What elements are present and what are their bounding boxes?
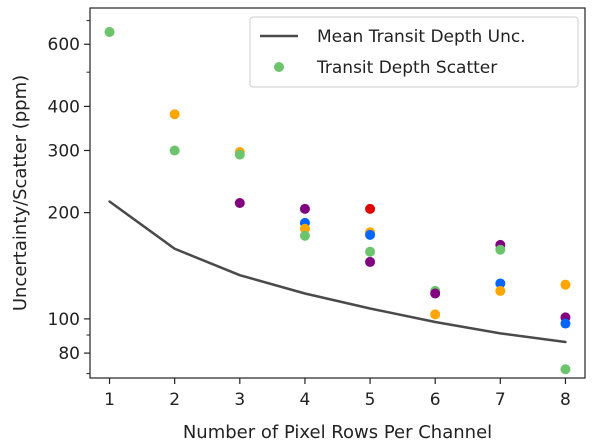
data-point [365,203,376,214]
y-tick-label: 600 [48,35,80,55]
plot-area [104,26,571,375]
x-tick-label: 1 [104,390,115,410]
y-tick-label: 400 [48,97,80,117]
y-tick-label: 300 [48,141,80,161]
x-tick-label: 7 [495,390,506,410]
data-point [104,26,115,37]
y-axis: 80 100 200 300 400 600 [48,20,90,375]
series-line-mean-transit-depth-unc [108,200,567,344]
data-point [234,149,245,160]
data-point [560,364,571,375]
y-tick-label: 80 [58,344,80,364]
data-point [560,279,571,290]
data-point [365,229,376,240]
data-point [365,256,376,267]
data-point [560,318,571,329]
data-point [234,197,245,208]
x-axis: 1 2 3 4 5 6 7 8 [104,378,571,410]
data-point [430,288,441,299]
legend-point-marker [274,62,284,72]
data-point [495,244,506,255]
x-axis-label: Number of Pixel Rows Per Channel [183,422,492,443]
x-tick-label: 2 [169,390,180,410]
data-point [299,203,310,214]
y-axis-label: Uncertainty/Scatter (ppm) [10,75,31,311]
x-tick-label: 5 [365,390,376,410]
data-point [169,145,180,156]
legend-box [249,16,579,88]
legend-label-scatter: Transit Depth Scatter [316,58,497,78]
data-point [365,246,376,257]
y-tick-label: 100 [48,310,80,330]
x-tick-label: 4 [300,390,311,410]
x-tick-label: 6 [430,390,441,410]
data-point [495,278,506,289]
legend: Mean Transit Depth Unc. Transit Depth Sc… [249,16,579,88]
data-point [495,285,506,296]
data-point [169,109,180,120]
data-point [299,230,310,241]
data-point [430,309,441,320]
y-tick-label: 200 [48,204,80,224]
data-point [299,223,310,234]
x-tick-label: 8 [560,390,571,410]
legend-label-line: Mean Transit Depth Unc. [317,27,526,47]
plot-frame [89,7,586,379]
x-tick-label: 3 [234,390,245,410]
